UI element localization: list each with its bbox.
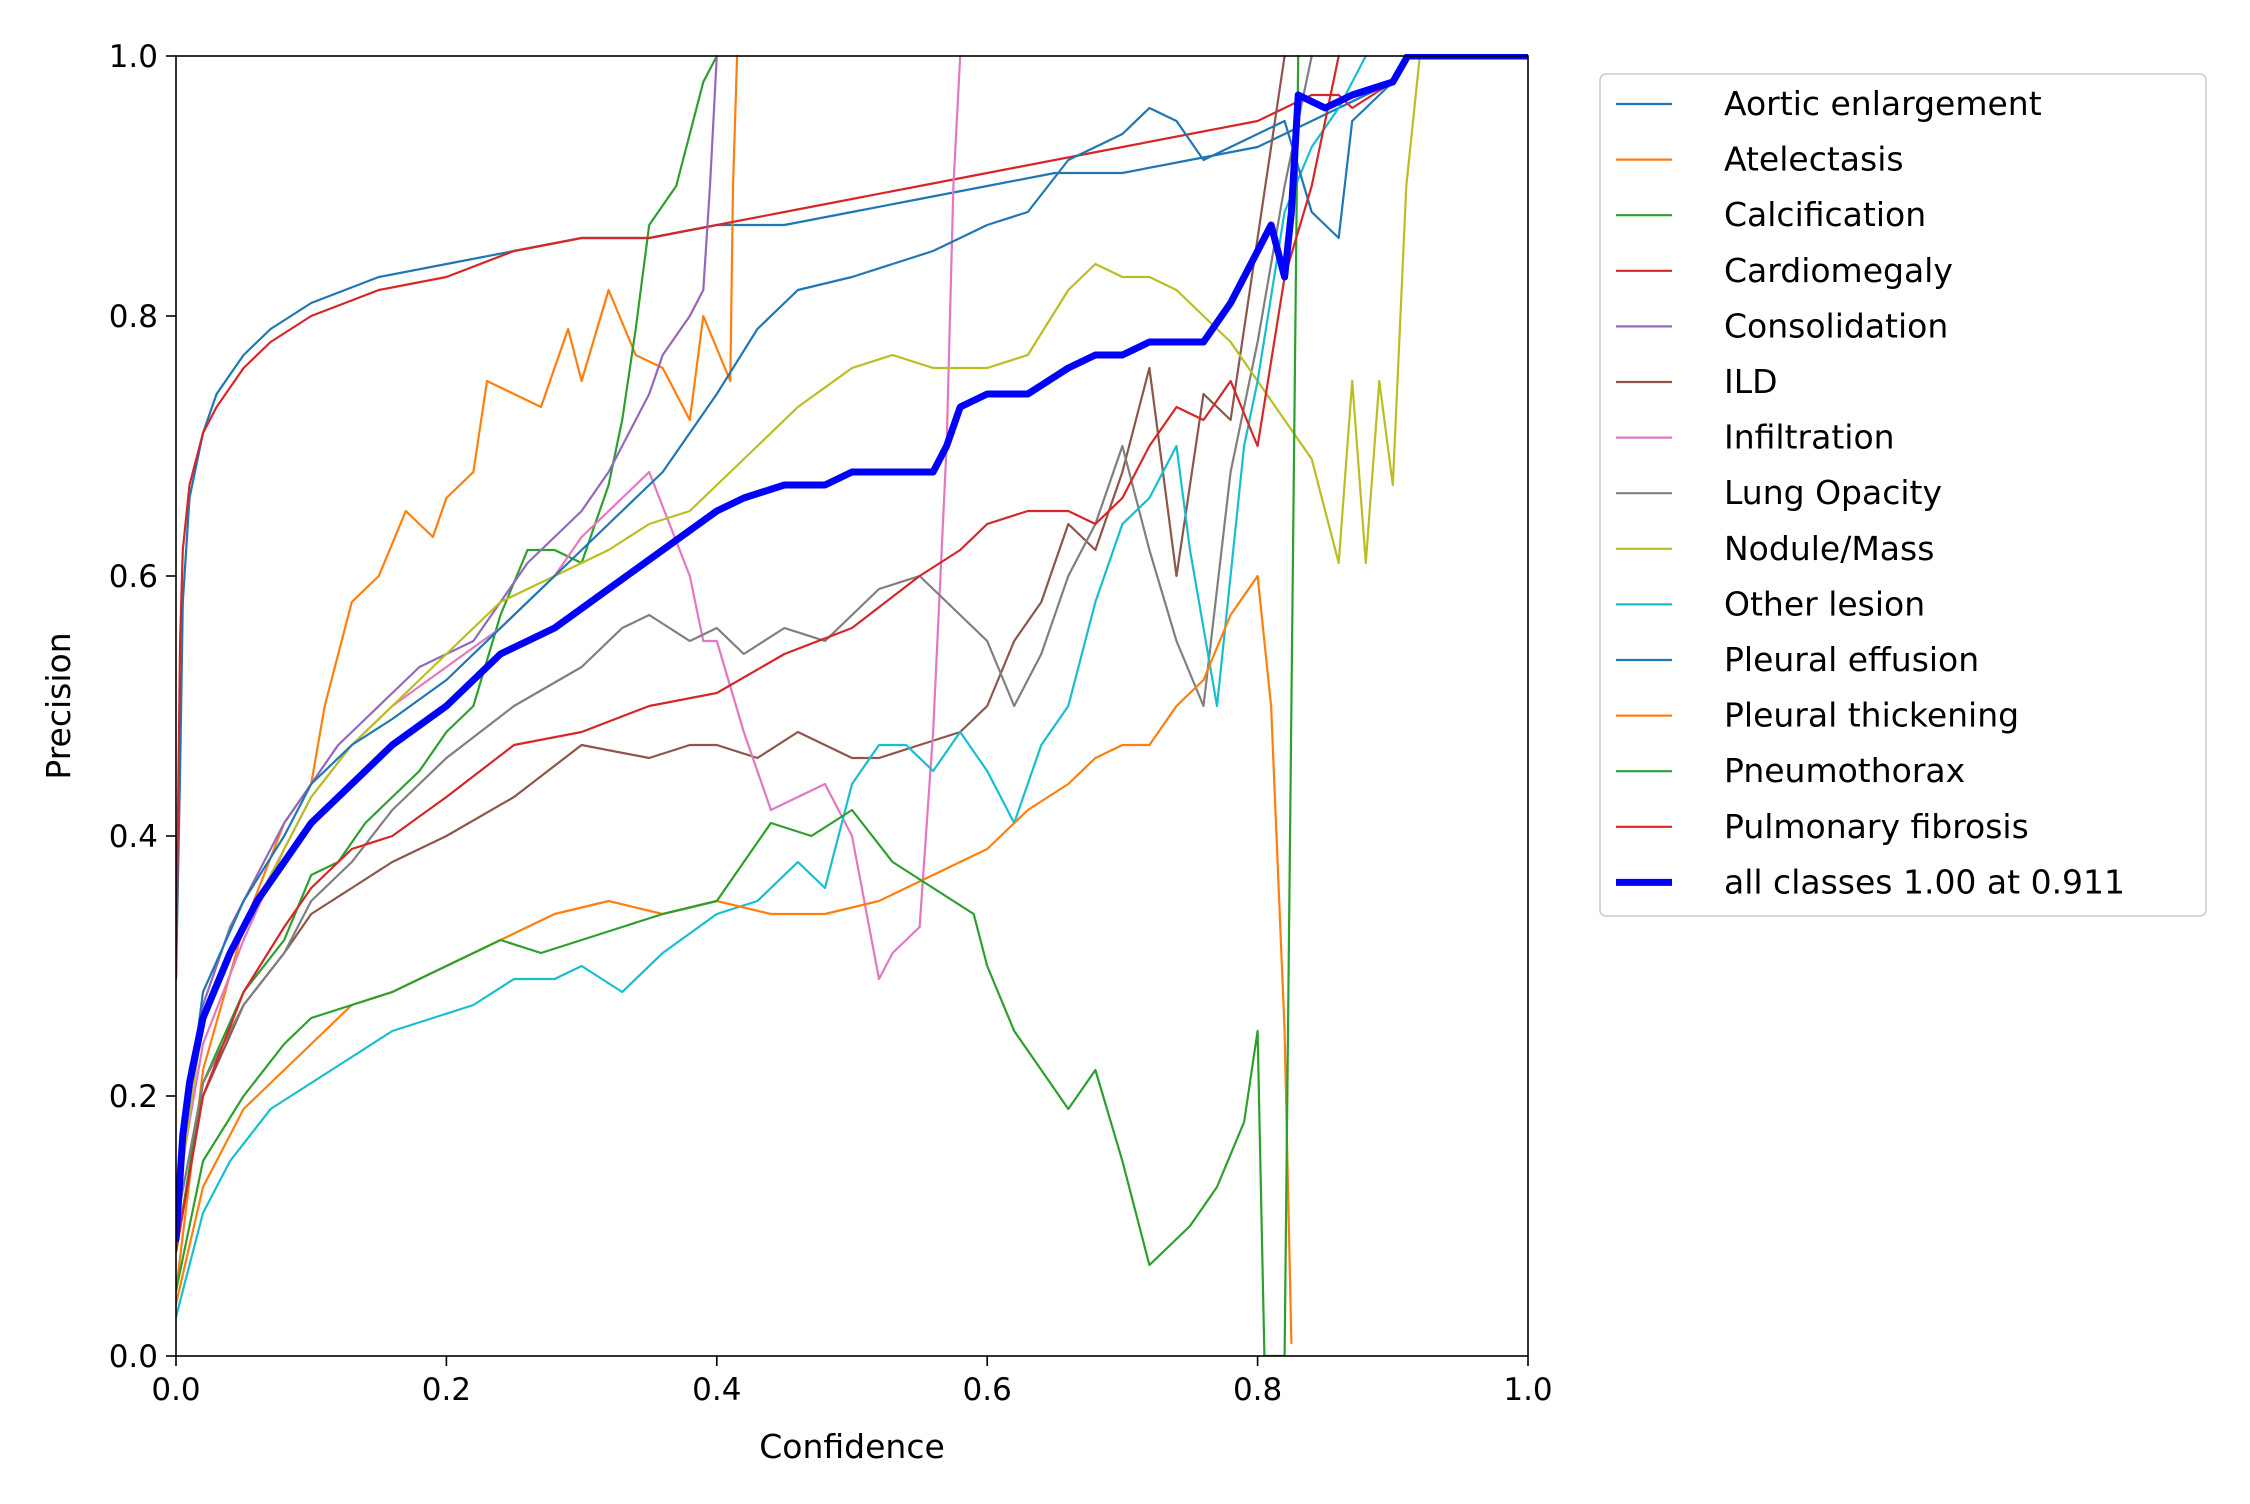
series-line-3 — [176, 54, 718, 1254]
x-tick-label: 1.0 — [1503, 1372, 1552, 1408]
legend-label: Cardiomegaly — [1724, 251, 1953, 290]
legend: Aortic enlargement Atelectasis Calcificati… — [1599, 73, 2207, 917]
legend-label: Nodule/Mass — [1724, 529, 1934, 568]
y-axis-label: Precision — [39, 632, 78, 779]
series-line-6 — [176, 54, 1286, 1254]
legend-label: Infiltration — [1724, 418, 1895, 457]
x-tick-label: 0.8 — [1233, 1372, 1282, 1408]
legend-label: Lung Opacity — [1724, 473, 1942, 512]
y-tick-label: 1.0 — [109, 39, 158, 75]
x-axis: 0.0 0.2 0.4 0.6 0.8 1.0 — [151, 1356, 1553, 1408]
y-tick-label: 0.6 — [109, 559, 158, 595]
x-tick-label: 0.6 — [963, 1372, 1012, 1408]
series-line-14 — [176, 54, 1340, 1254]
legend-label: Pneumothorax — [1724, 751, 1965, 790]
legend-label: Calcification — [1724, 195, 1926, 234]
legend-label: Other lesion — [1724, 584, 1925, 623]
series-line-4 — [176, 54, 1528, 981]
x-tick-label: 0.4 — [692, 1372, 741, 1408]
y-tick-label: 0.8 — [109, 299, 158, 335]
legend-label: ILD — [1724, 362, 1778, 401]
legend-box — [1599, 73, 2207, 917]
legend-label: Pulmonary fibrosis — [1724, 807, 2029, 846]
x-tick-label: 0.0 — [151, 1372, 200, 1408]
series-line-10 — [176, 54, 1367, 1319]
series-line-11 — [176, 54, 1528, 1202]
legend-label: all classes 1.00 at 0.911 — [1724, 862, 2125, 901]
legend-label: Pleural effusion — [1724, 640, 1979, 679]
legend-label: Atelectasis — [1724, 140, 1904, 179]
series-line-5 — [176, 54, 718, 1228]
series-layer — [176, 54, 1528, 1356]
series-line-1 — [176, 54, 1528, 981]
y-axis: 0.0 0.2 0.4 0.6 0.8 1.0 — [109, 39, 176, 1375]
legend-label: Consolidation — [1724, 306, 1948, 345]
series-line-12 — [176, 574, 1293, 1345]
series-line-15 — [176, 54, 1528, 1243]
x-axis-label: Confidence — [759, 1427, 945, 1466]
x-tick-label: 0.2 — [422, 1372, 471, 1408]
y-tick-label: 0.0 — [109, 1339, 158, 1375]
series-line-13 — [176, 54, 1300, 1356]
y-tick-label: 0.2 — [109, 1079, 158, 1115]
legend-label: Pleural thickening — [1724, 696, 2019, 735]
plot-frame — [175, 55, 1529, 1357]
legend-label: Aortic enlargement — [1724, 84, 2042, 123]
series-line-9 — [176, 54, 1421, 1215]
y-tick-label: 0.4 — [109, 819, 158, 855]
series-line-8 — [176, 54, 1313, 1228]
